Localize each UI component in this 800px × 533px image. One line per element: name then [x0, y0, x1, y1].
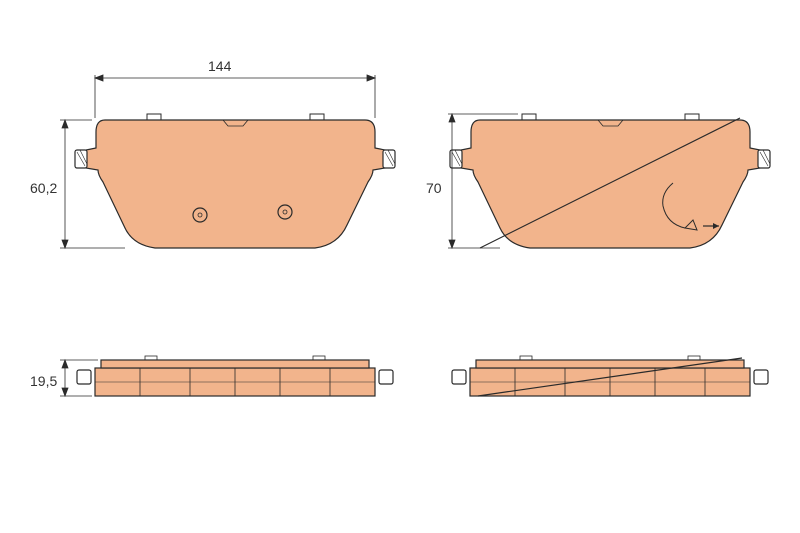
- drawing-svg: [0, 0, 800, 533]
- dim-width-label: 144: [208, 58, 231, 74]
- technical-drawing-canvas: 144 60,2 70 19,5: [0, 0, 800, 533]
- dim-height-left-label: 60,2: [30, 180, 57, 196]
- dim-width: [95, 75, 375, 118]
- dim-height-right-label: 70: [426, 180, 442, 196]
- dim-thickness-label: 19,5: [30, 373, 57, 389]
- pad-top-right: [450, 114, 770, 248]
- pad-top-left: [75, 114, 395, 248]
- pad-side-left: [77, 356, 393, 396]
- pad-side-right: [452, 356, 768, 396]
